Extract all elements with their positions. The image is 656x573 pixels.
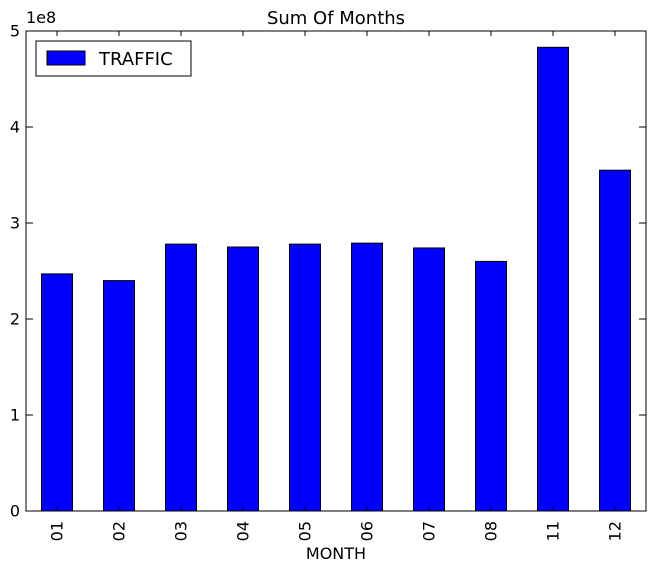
bar-07 [413, 247, 445, 512]
bar-01 [41, 273, 73, 512]
bar-08 [475, 260, 507, 512]
x-tick-label-06: 06 [358, 521, 377, 541]
bar-11 [537, 46, 569, 512]
x-tick-label-02: 02 [110, 521, 129, 541]
y-scale-label: 1e8 [26, 8, 56, 27]
bar-02 [103, 280, 135, 512]
bar-03 [165, 243, 197, 512]
plot-frame [25, 30, 647, 512]
legend-swatch [46, 50, 86, 66]
y-tick-label-0: 0 [10, 502, 20, 521]
x-tick-label-04: 04 [234, 521, 253, 541]
y-tick-label-4: 4 [10, 118, 20, 137]
y-tick-label-2: 2 [10, 310, 20, 329]
y-tick-label-5: 5 [10, 22, 20, 41]
chart-title: Sum Of Months [267, 8, 405, 29]
x-tick-label-03: 03 [172, 521, 191, 541]
legend-label-traffic: TRAFFIC [98, 49, 173, 70]
x-tick-label-08: 08 [482, 521, 501, 541]
x-tick-label-11: 11 [544, 521, 563, 541]
x-tick-label-07: 07 [420, 521, 439, 541]
x-tick-label-05: 05 [296, 521, 315, 541]
x-tick-label-12: 12 [606, 521, 625, 541]
y-tick-label-3: 3 [10, 214, 20, 233]
y-tick-label-1: 1 [10, 406, 20, 425]
bar-04 [227, 246, 259, 512]
bar-05 [289, 243, 321, 512]
x-tick-label-01: 01 [48, 521, 67, 541]
bars-layer [41, 46, 631, 512]
x-axis-label: MONTH [306, 544, 366, 563]
bar-12 [599, 169, 631, 512]
bar-06 [351, 242, 383, 512]
legend: TRAFFIC [35, 40, 192, 77]
